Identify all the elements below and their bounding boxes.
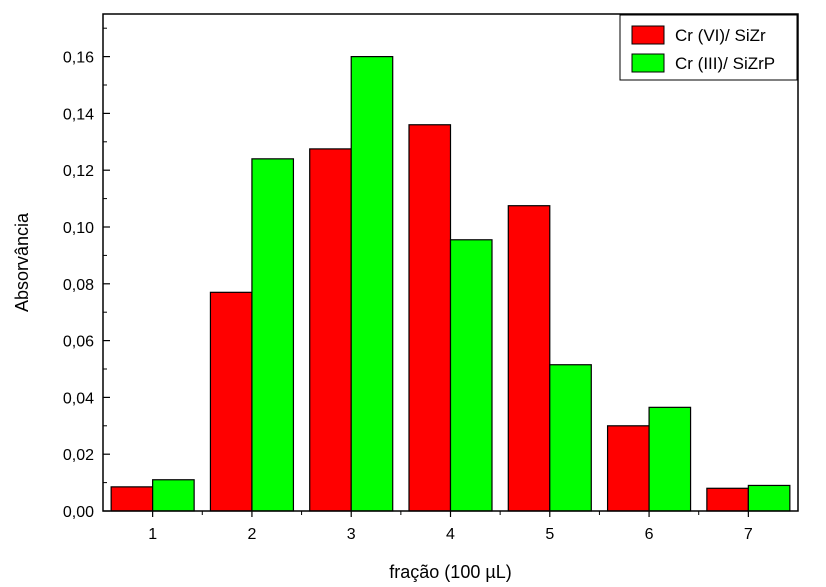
x-tick-label: 4 (446, 526, 455, 543)
bar-series1-cat6 (648, 406, 692, 512)
bar-series1-cat1 (152, 479, 195, 512)
bar-series0-cat2 (209, 291, 253, 512)
bar-series1-cat2 (251, 158, 295, 512)
legend-label-cr-vi: Cr (VI)/ SiZr (675, 26, 766, 45)
y-tick-label: 0,00 (63, 504, 94, 521)
legend-swatch-cr-iii (631, 53, 665, 73)
y-tick-label: 0,06 (63, 334, 94, 351)
bar-series1-cat5 (549, 364, 592, 512)
bar-series1-cat7 (747, 484, 791, 512)
bar-series0-cat6 (606, 425, 650, 512)
y-tick-label: 0,16 (63, 50, 94, 67)
y-axis: 0,00 0,02 0,04 0,06 0,08 0,10 0,12 0,14 0,16 (63, 27, 110, 521)
x-tick-label: 7 (744, 526, 753, 543)
bar-series0-cat5 (507, 205, 551, 512)
x-tick-label: 5 (545, 526, 554, 543)
y-tick-label: 0,14 (63, 106, 94, 123)
y-tick-label: 0,12 (63, 163, 94, 180)
bar-series0-cat4 (408, 124, 452, 512)
x-axis: 1 2 3 4 5 6 7 (148, 511, 753, 543)
legend: Cr (VI)/ SiZr Cr (III)/ SiZrP (619, 14, 798, 81)
x-tick-label: 2 (247, 526, 256, 543)
y-tick-label: 0,02 (63, 447, 94, 464)
x-tick-label: 6 (645, 526, 654, 543)
y-tick-label: 0,10 (63, 220, 94, 237)
y-tick-label: 0,04 (63, 390, 94, 407)
bar-series1-cat4 (449, 239, 493, 512)
bar-series0-cat1 (110, 486, 154, 512)
x-tick-label: 3 (347, 526, 356, 543)
x-tick-label: 1 (148, 526, 157, 543)
bar-series0-cat3 (309, 148, 352, 512)
x-axis-title: fração (100 µL) (389, 562, 511, 582)
y-tick-label: 0,08 (63, 277, 94, 294)
y-axis-title: Absorvância (12, 212, 32, 312)
legend-swatch-cr-vi (631, 25, 665, 45)
bar-series1-cat3 (350, 55, 394, 512)
bar-series0-cat7 (706, 487, 749, 512)
bars-layer (110, 55, 791, 512)
legend-label-cr-iii: Cr (III)/ SiZrP (675, 54, 775, 73)
